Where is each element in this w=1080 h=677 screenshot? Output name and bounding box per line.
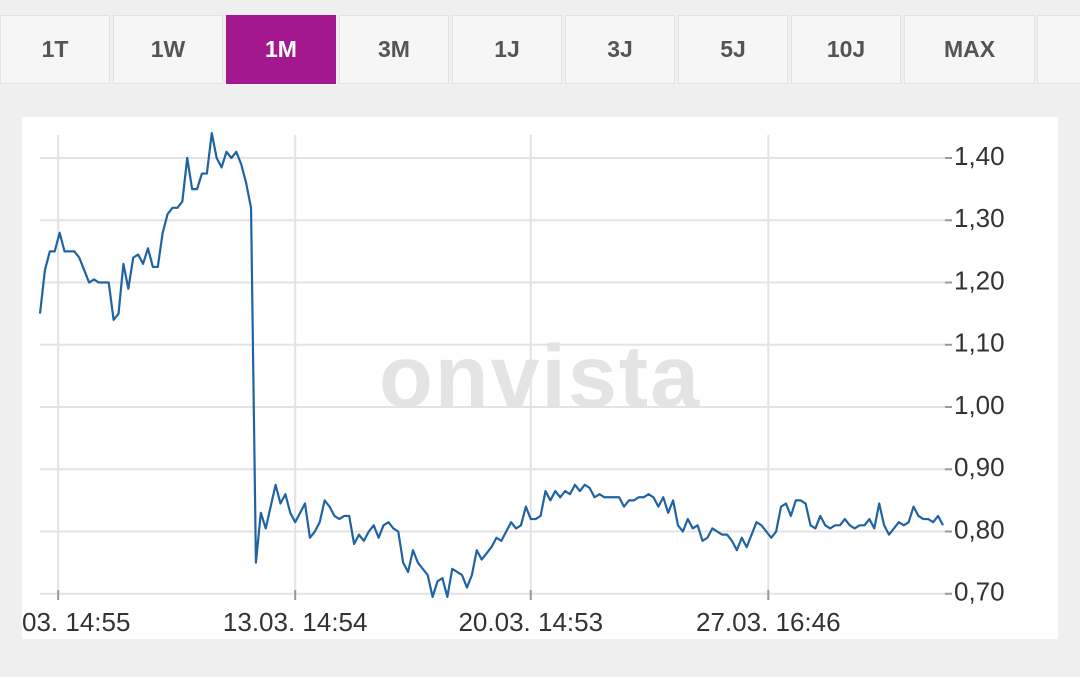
period-tab[interactable]: 1M — [226, 15, 336, 84]
chart: onvista 0,70 0,80 0,90 1,00 1,10 1,20 1,30 1,40 0… — [22, 132, 1005, 637]
period-tab[interactable]: 1T — [0, 15, 110, 84]
period-tab[interactable]: 1W — [113, 15, 223, 84]
y-tick-label: 1,20 — [954, 265, 1005, 295]
x-tick-label: 03. 14:55 — [22, 607, 130, 637]
x-tick-label: 20.03. 14:53 — [458, 607, 603, 637]
y-tick-label: 0,90 — [954, 452, 1005, 482]
chart-panel: onvista 0,70 0,80 0,90 1,00 1,10 1,20 1,30 1,40 0… — [22, 117, 1058, 639]
period-tab[interactable]: 5J — [678, 15, 788, 84]
period-tab[interactable]: 3M — [339, 15, 449, 84]
y-tick-label: 1,30 — [954, 203, 1005, 233]
y-tick-label: 0,70 — [954, 577, 1005, 607]
period-tab[interactable] — [1037, 15, 1080, 84]
x-tick-label: 27.03. 16:46 — [696, 607, 841, 637]
watermark: onvista — [379, 326, 701, 425]
period-tab[interactable]: MAX — [904, 15, 1035, 84]
y-tick-label: 1,40 — [954, 141, 1005, 171]
period-tab[interactable]: 10J — [791, 15, 901, 84]
price-line — [38, 132, 944, 598]
y-tick-label: 1,00 — [954, 390, 1005, 420]
y-tick-label: 1,10 — [954, 328, 1005, 358]
period-tab[interactable]: 1J — [452, 15, 562, 84]
period-tab[interactable]: 3J — [565, 15, 675, 84]
period-tabs: 1T 1W 1M 3M 1J 3J 5J 10J MAX — [0, 15, 1080, 85]
y-tick-label: 0,80 — [954, 514, 1005, 544]
x-tick-label: 13.03. 14:54 — [223, 607, 368, 637]
